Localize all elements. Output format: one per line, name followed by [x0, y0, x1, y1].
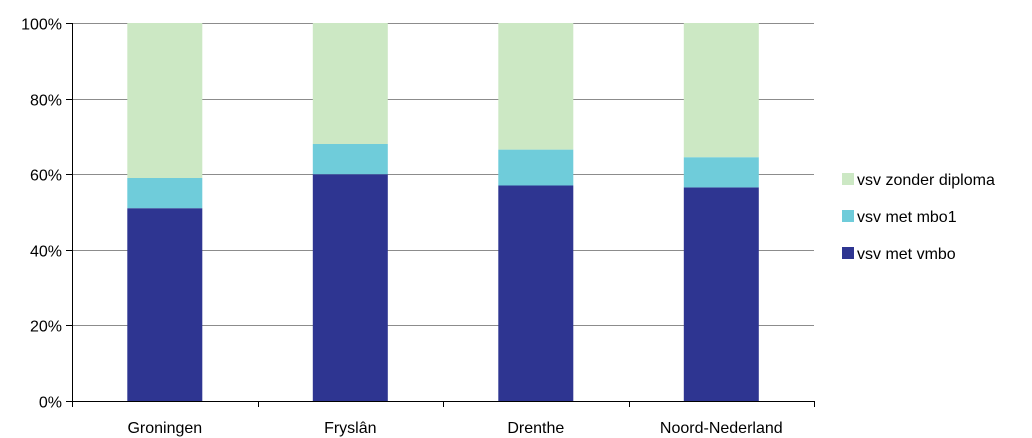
bar-groningen-series-1: [127, 178, 203, 209]
y-tick-labels: 0% 20% 40% 60% 80% 100%: [21, 17, 62, 412]
x-tick-labels: Groningen Fryslân Drenthe Noord-Nederland: [127, 420, 782, 437]
y-tick-label: 60%: [30, 168, 62, 185]
legend-swatch: [842, 247, 854, 259]
legend-swatch: [842, 210, 854, 222]
y-tick-label: 40%: [30, 244, 62, 261]
bar-frysl-n-series-1: [312, 144, 388, 175]
axes: [66, 23, 815, 407]
y-tick-label: 100%: [21, 17, 62, 34]
legend-swatch: [842, 173, 854, 185]
x-tick-label: Groningen: [127, 420, 202, 437]
bar-noord-nederland-series-0: [683, 187, 759, 401]
legend-label: vsv met mbo1: [857, 209, 957, 226]
y-tick-label: 0%: [39, 395, 62, 412]
x-tick-label: Drenthe: [507, 420, 564, 437]
x-tick-label: Noord-Nederland: [660, 420, 783, 437]
legend: vsv zonder diploma vsv met mbo1 vsv met vm…: [842, 172, 995, 263]
bar-frysl-n-series-2: [312, 23, 388, 144]
x-tick-label: Fryslân: [324, 420, 376, 437]
bar-groningen-series-0: [127, 208, 203, 401]
bars: [127, 23, 759, 401]
legend-label: vsv zonder diploma: [857, 172, 995, 189]
bar-noord-nederland-series-2: [683, 23, 759, 158]
bar-noord-nederland-series-1: [683, 157, 759, 188]
bar-drenthe-series-2: [498, 23, 574, 150]
legend-label: vsv met vmbo: [857, 246, 956, 263]
bar-drenthe-series-1: [498, 149, 574, 186]
bar-groningen-series-2: [127, 23, 203, 178]
y-tick-label: 80%: [30, 93, 62, 110]
bar-drenthe-series-0: [498, 185, 574, 401]
y-tick-label: 20%: [30, 319, 62, 336]
bar-frysl-n-series-0: [312, 174, 388, 401]
